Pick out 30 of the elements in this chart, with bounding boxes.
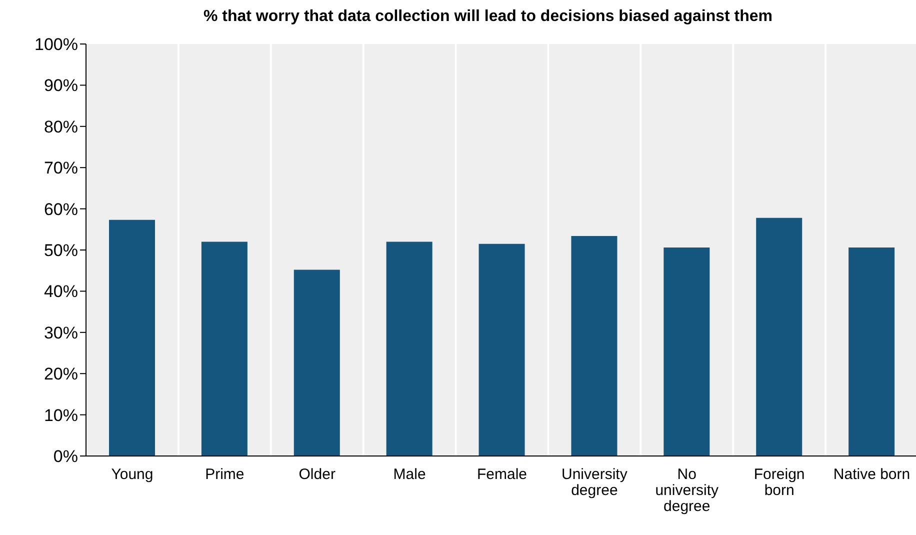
x-tick-label: Foreign born [754,466,805,499]
bar [571,236,618,456]
bar [109,220,155,456]
bar [201,242,248,456]
y-tick-label: 80% [44,117,78,136]
bar [756,218,802,456]
x-tick-label: Female [476,466,528,483]
y-tick-label: 30% [44,323,78,342]
y-tick-label: 60% [44,200,78,219]
x-tick-label: Prime [205,466,244,483]
x-tick-label: No university degree [655,466,720,515]
y-tick-label: 90% [44,76,78,96]
y-tick-label: 100% [34,35,78,54]
y-tick-label: 70% [44,158,78,178]
y-tick-label: 20% [44,364,78,384]
x-tick-label: Young [111,466,154,483]
y-tick-label: 40% [44,282,78,302]
bar [478,244,525,456]
bar [848,248,895,456]
y-tick-label: 0% [53,447,78,466]
bar [386,242,432,456]
x-tick-label: University degree [562,466,628,499]
x-tick-label: Older [298,466,336,483]
y-tick-label: 10% [44,406,78,425]
bar [294,270,340,456]
bar [664,248,710,456]
chart-title: % that worry that data collection will lead to decisions biased against them [202,8,774,27]
x-tick-label: Native born [833,466,910,483]
y-tick-label: 50% [44,241,78,260]
x-tick-label: Male [393,466,426,483]
